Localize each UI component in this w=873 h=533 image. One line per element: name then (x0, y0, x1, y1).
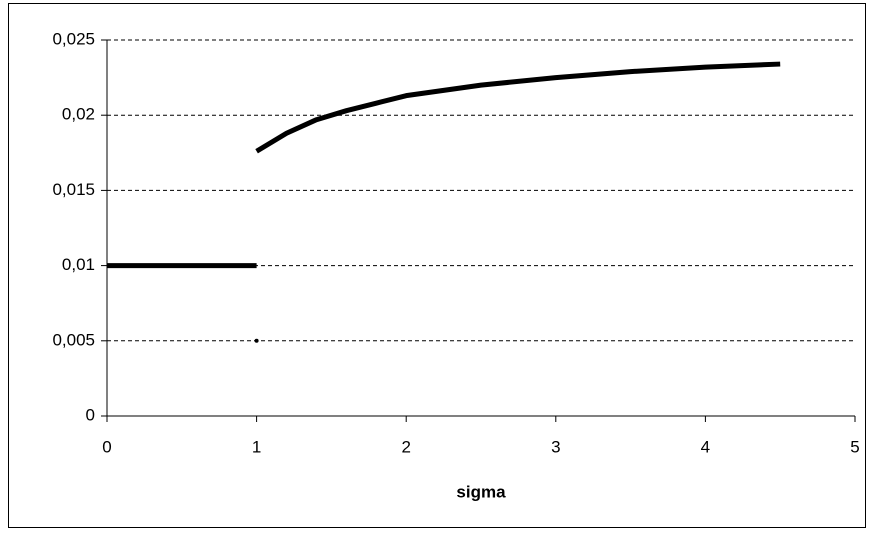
x-tick-label: 2 (401, 437, 410, 456)
data-line (255, 61, 781, 154)
x-axis-label: sigma (456, 482, 506, 501)
x-tick-label: 5 (850, 437, 859, 456)
y-tick-label: 0,02 (62, 105, 95, 124)
x-tick-label: 0 (102, 437, 111, 456)
x-tick-label: 1 (252, 437, 261, 456)
y-tick-label: 0,01 (62, 255, 95, 274)
y-tick-label: 0,015 (52, 180, 95, 199)
y-tick-label: 0 (86, 405, 95, 424)
marker (254, 338, 259, 343)
y-tick-label: 0,005 (52, 330, 95, 349)
y-tick-label: 0,025 (52, 29, 95, 48)
x-tick-label: 3 (551, 437, 560, 456)
x-tick-label: 4 (701, 437, 710, 456)
